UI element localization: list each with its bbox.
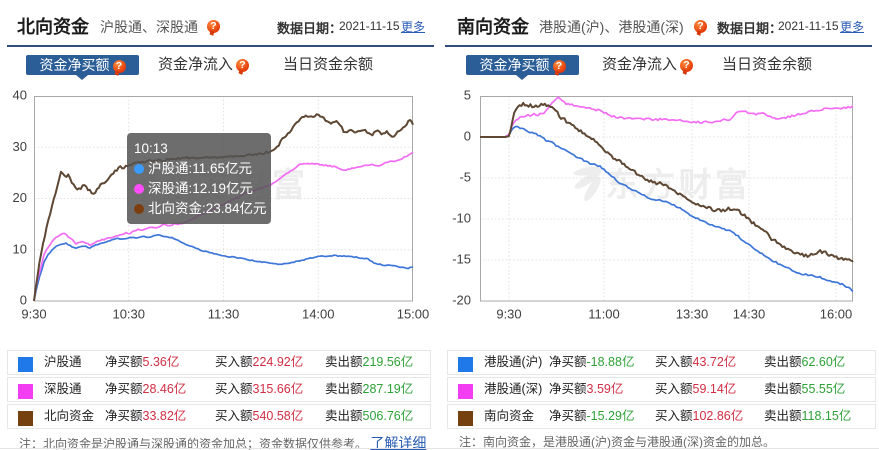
svg-text:东方财富: 东方财富: [606, 166, 752, 203]
svg-text:0: 0: [464, 129, 471, 144]
svg-text:16:00: 16:00: [820, 307, 853, 322]
svg-text:-15: -15: [452, 252, 471, 267]
svg-text:-20: -20: [452, 293, 471, 308]
svg-text:13:30: 13:30: [676, 307, 709, 322]
svg-text:40: 40: [13, 88, 27, 103]
svg-text:14:30: 14:30: [733, 307, 766, 322]
svg-text:10:30: 10:30: [112, 307, 145, 322]
svg-text:30: 30: [13, 139, 27, 154]
svg-text:14:00: 14:00: [302, 307, 335, 322]
svg-text:5: 5: [464, 88, 471, 103]
svg-text:11:30: 11:30: [208, 307, 240, 322]
svg-text:-5: -5: [459, 170, 471, 185]
svg-text:20: 20: [13, 190, 27, 205]
svg-text:15:00: 15:00: [397, 307, 430, 322]
svg-text:10: 10: [13, 241, 27, 256]
svg-text:0: 0: [20, 293, 27, 308]
svg-text:9:30: 9:30: [496, 307, 521, 322]
svg-text:11:00: 11:00: [588, 307, 620, 322]
svg-text:-10: -10: [452, 211, 471, 226]
svg-text:9:30: 9:30: [21, 307, 46, 322]
